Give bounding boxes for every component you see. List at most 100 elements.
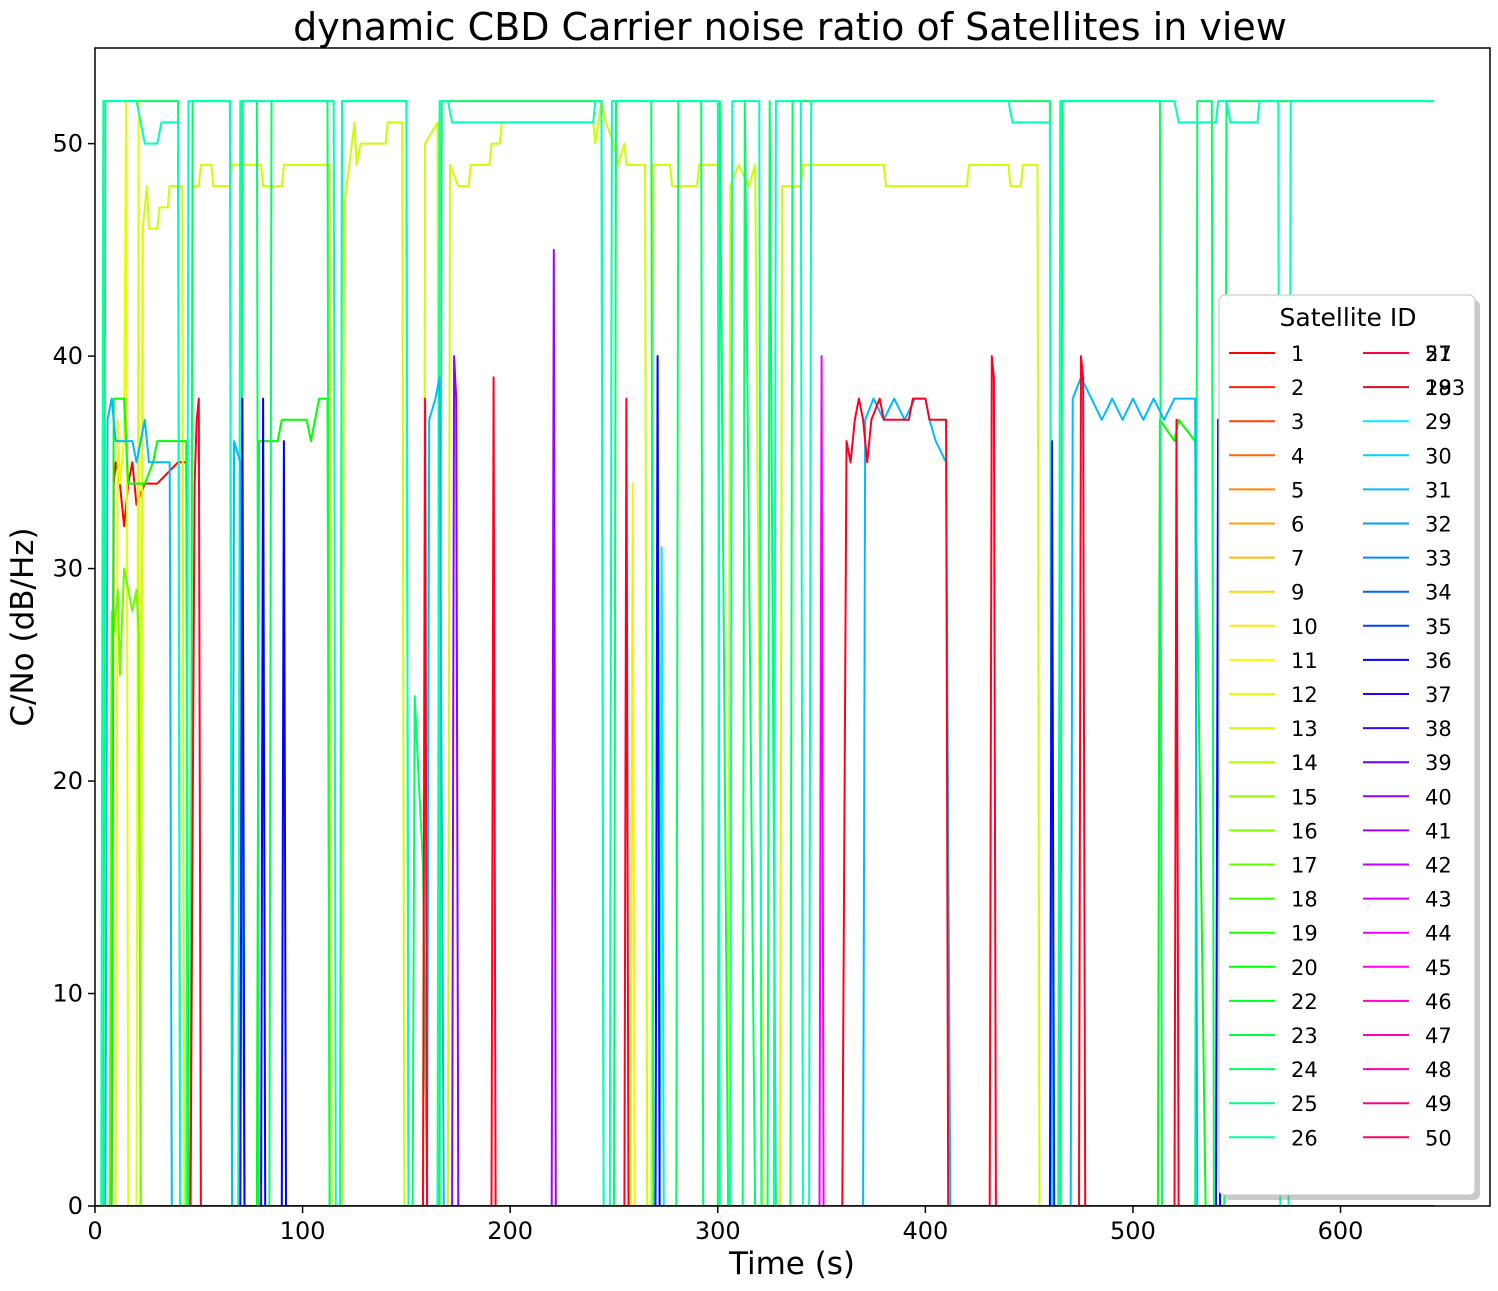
legend-label: 10 [1291, 615, 1318, 639]
legend-item-5: 5 [1229, 478, 1304, 502]
legend-label: 47 [1425, 1024, 1452, 1048]
legend-item-45: 45 [1363, 956, 1452, 980]
legend-item-31: 31 [1363, 478, 1452, 502]
legend-item-36: 36 [1363, 649, 1452, 673]
legend: Satellite ID 123456791011121314151617181… [1218, 294, 1480, 1200]
legend-item-51: 51 [1363, 342, 1452, 366]
legend-item-11: 11 [1229, 649, 1318, 673]
legend-item-3: 3 [1229, 410, 1304, 434]
legend-item-23: 23 [1229, 1024, 1318, 1048]
legend-item-9: 9 [1229, 581, 1304, 605]
legend-label: 23 [1291, 1024, 1318, 1048]
legend-label: 30 [1425, 444, 1452, 468]
legend-item-41: 41 [1363, 819, 1452, 843]
legend-label: 26 [1291, 1126, 1318, 1150]
legend-label: 18 [1291, 888, 1318, 912]
series-line-27 [95, 100, 1434, 1206]
legend-title: Satellite ID [1280, 303, 1417, 332]
chart-title: dynamic CBD Carrier noise ratio of Satel… [293, 5, 1287, 49]
legend-item-14: 14 [1229, 751, 1318, 775]
legend-item-29: 29 [1363, 410, 1452, 434]
legend-label: 31 [1425, 478, 1452, 502]
y-tick-label: 10 [52, 980, 83, 1008]
legend-label: 22 [1291, 990, 1318, 1014]
x-tick-label: 400 [902, 1217, 948, 1245]
legend-label: 35 [1425, 615, 1452, 639]
legend-label: 1 [1291, 342, 1304, 366]
legend-item-6: 6 [1229, 513, 1304, 537]
legend-item-38: 38 [1363, 717, 1452, 741]
x-tick-label: 500 [1110, 1217, 1156, 1245]
legend-label: 3 [1291, 410, 1304, 434]
legend-label: 36 [1425, 649, 1452, 673]
legend-item-49: 49 [1363, 1092, 1452, 1116]
y-tick-label: 20 [52, 767, 83, 795]
series-layer [95, 100, 1434, 1206]
legend-item-4: 4 [1229, 444, 1304, 468]
legend-label: 42 [1425, 854, 1452, 878]
legend-label: 6 [1291, 513, 1304, 537]
series-line-31 [95, 376, 1434, 1206]
legend-label: 41 [1425, 819, 1452, 843]
legend-label: 9 [1291, 581, 1304, 605]
x-tick-label: 100 [280, 1217, 326, 1245]
legend-label: 20 [1291, 956, 1318, 980]
legend-label: 14 [1291, 751, 1318, 775]
legend-label: 50 [1425, 1126, 1452, 1150]
x-axis-label: Time (s) [728, 1246, 855, 1282]
legend-item-35: 35 [1363, 615, 1452, 639]
legend-item-18: 18 [1229, 888, 1318, 912]
legend-item-37: 37 [1363, 683, 1452, 707]
legend-label: 24 [1291, 1058, 1318, 1082]
legend-item-47: 47 [1363, 1024, 1452, 1048]
legend-label: 19 [1291, 922, 1318, 946]
legend-item-26: 26 [1229, 1126, 1318, 1150]
legend-item-16: 16 [1229, 819, 1318, 843]
legend-label: 27 [1425, 342, 1452, 366]
legend-label: 5 [1291, 478, 1304, 502]
x-tick-label: 200 [487, 1217, 533, 1245]
legend-item-19: 19 [1229, 922, 1318, 946]
y-axis-label: C/No (dB/Hz) [5, 527, 41, 726]
legend-label: 37 [1425, 683, 1452, 707]
legend-item-12: 12 [1229, 683, 1318, 707]
legend-label: 29 [1425, 410, 1452, 434]
y-tick-label: 50 [52, 130, 83, 158]
legend-label: 40 [1425, 785, 1452, 809]
legend-item-1: 1 [1229, 342, 1304, 366]
series-line-10 [95, 482, 1434, 1206]
legend-item-20: 20 [1229, 956, 1318, 980]
legend-label: 25 [1291, 1092, 1318, 1116]
legend-label: 48 [1425, 1058, 1452, 1082]
legend-label: 12 [1291, 683, 1318, 707]
x-tick-label: 600 [1318, 1217, 1364, 1245]
legend-label: 15 [1291, 785, 1318, 809]
legend-item-32: 32 [1363, 513, 1452, 537]
legend-label: 32 [1425, 513, 1452, 537]
legend-item-193: 193 [1363, 376, 1465, 400]
legend-item-7: 7 [1229, 547, 1304, 571]
legend-label: 45 [1425, 956, 1452, 980]
legend-label: 28 [1425, 376, 1452, 400]
legend-label: 16 [1291, 819, 1318, 843]
legend-item-24: 24 [1229, 1058, 1318, 1082]
legend-label: 13 [1291, 717, 1318, 741]
legend-label: 34 [1425, 581, 1452, 605]
y-tick-label: 30 [52, 555, 83, 583]
y-tick-label: 0 [68, 1192, 83, 1220]
legend-item-10: 10 [1229, 615, 1318, 639]
legend-item-50: 50 [1363, 1126, 1452, 1150]
legend-label: 44 [1425, 922, 1452, 946]
legend-item-43: 43 [1363, 888, 1452, 912]
legend-label: 33 [1425, 547, 1452, 571]
legend-label: 38 [1425, 717, 1452, 741]
legend-label: 7 [1291, 547, 1304, 571]
legend-label: 39 [1425, 751, 1452, 775]
legend-label: 49 [1425, 1092, 1452, 1116]
legend-item-46: 46 [1363, 990, 1452, 1014]
legend-label: 2 [1291, 376, 1304, 400]
legend-item-17: 17 [1229, 854, 1318, 878]
legend-label: 193 [1425, 376, 1465, 400]
legend-item-15: 15 [1229, 785, 1318, 809]
